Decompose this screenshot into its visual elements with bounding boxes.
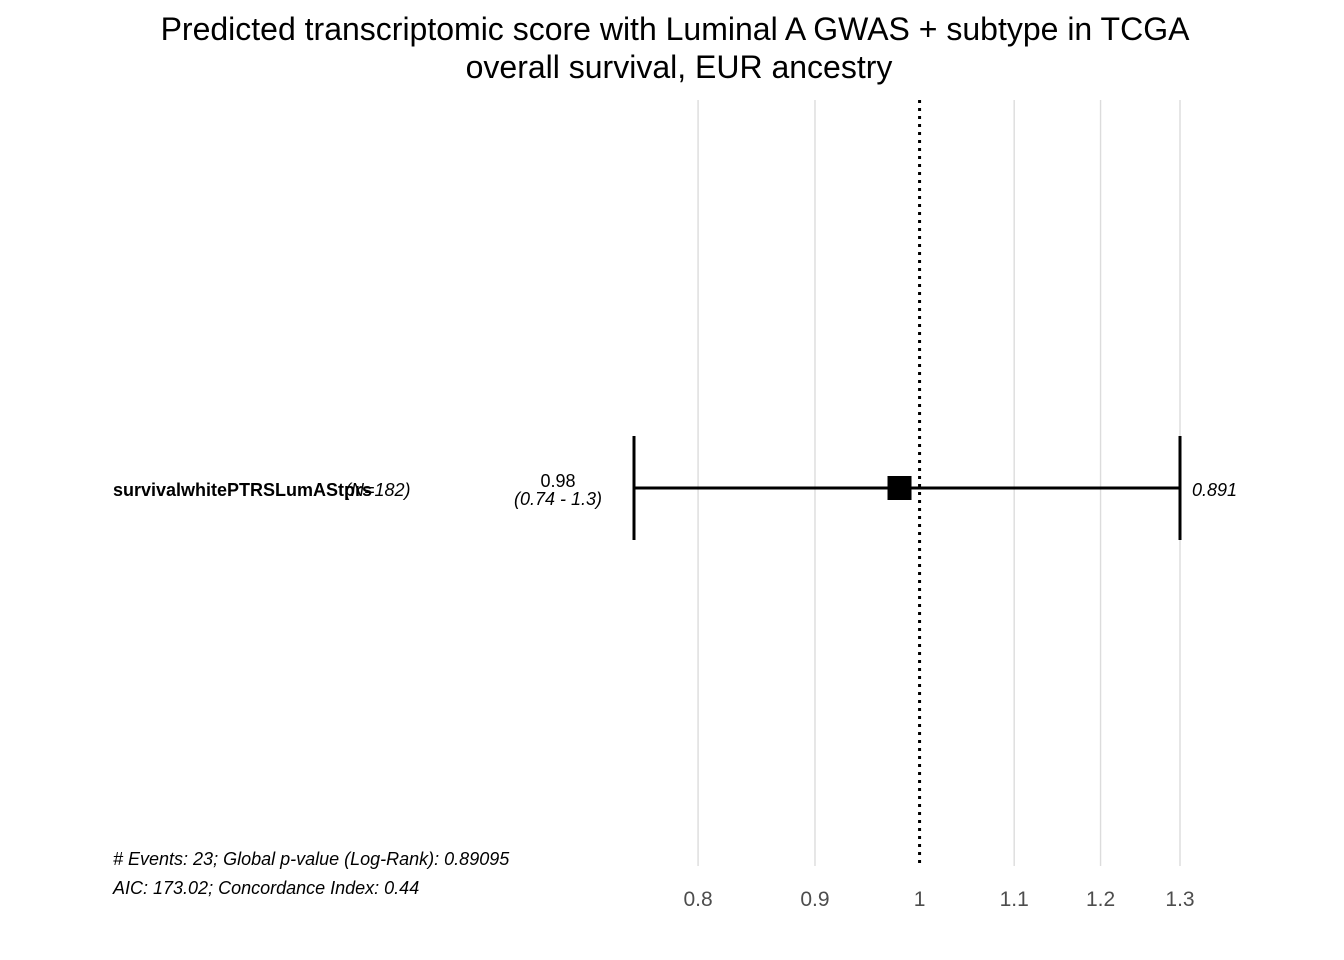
x-tick-label: 1 — [914, 888, 926, 911]
x-tick-label: 1.1 — [1000, 888, 1029, 911]
sample-size-label: (N=182) — [345, 480, 411, 500]
forest-rows: survivalwhitePTRSLumAStprs(N=182) 0.98(0.… — [113, 436, 1237, 540]
model-statistics: # Events: 23; Global p-value (Log-Rank):… — [112, 849, 510, 898]
events-footnote: # Events: 23; Global p-value (Log-Rank):… — [113, 849, 510, 869]
chart-title-line-1: Predicted transcriptomic score with Lumi… — [161, 11, 1191, 47]
chart-title-line-2: overall survival, EUR ancestry — [466, 49, 893, 85]
variable-label: survivalwhitePTRSLumAStprs — [113, 480, 372, 500]
forest-row: survivalwhitePTRSLumAStprs(N=182) 0.98(0.… — [113, 436, 1237, 540]
confidence-interval-label: (0.74 - 1.3) — [514, 489, 602, 509]
hazard-ratio-point — [887, 476, 912, 500]
x-gridlines — [697, 100, 1181, 866]
x-tick-label: 1.2 — [1086, 888, 1115, 911]
p-value-label: 0.891 — [1192, 480, 1237, 500]
hazard-ratio-label: 0.98 — [540, 471, 575, 491]
aic-footnote: AIC: 173.02; Concordance Index: 0.44 — [112, 878, 419, 898]
x-tick-label: 0.8 — [683, 888, 712, 911]
chart-title: Predicted transcriptomic score with Lumi… — [161, 11, 1191, 85]
x-tick-label: 1.3 — [1165, 888, 1194, 911]
x-tick-label: 0.9 — [800, 888, 829, 911]
x-axis-ticks: 0.8 0.9 1 1.1 1.2 1.3 — [683, 888, 1194, 911]
